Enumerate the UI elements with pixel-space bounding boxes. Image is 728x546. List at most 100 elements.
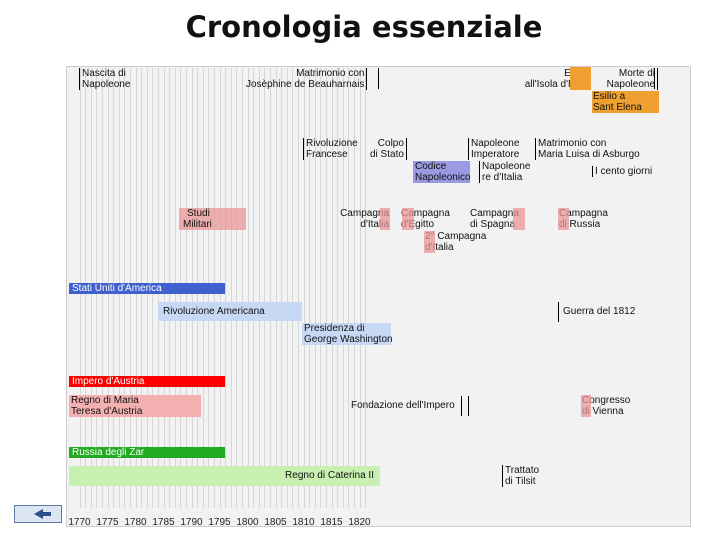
grid-line: [264, 68, 266, 508]
event-napoleone-imperatore-line1: Napoleone: [471, 138, 520, 149]
grid-line: [269, 68, 271, 508]
tilsit-line1: Trattato: [505, 465, 540, 476]
event-campagna-russia: Campagna di Russia: [559, 208, 608, 230]
back-button[interactable]: [14, 505, 62, 523]
grid-line: [320, 68, 322, 508]
event-nascita-line1: Nascita di: [82, 68, 126, 79]
event-matrimonio-maria-luisa-line2: Maria Luisa di Asburgo: [538, 149, 640, 160]
event-matrimonio-maria-luisa-line1: Matrimonio con: [538, 138, 607, 149]
axis-tick-label: 1795: [208, 517, 231, 528]
mark-matrimonio: [378, 68, 379, 89]
event-codice-line2: Napoleonico: [415, 172, 471, 183]
campagna-russia-marker: [558, 208, 569, 230]
grid-line: [275, 68, 277, 508]
bar-regno-caterina: Regno di Caterina II: [69, 466, 380, 486]
event-campagna-spagna-line1: Campagna: [470, 208, 519, 219]
axis-tick-label: 1780: [124, 517, 147, 528]
axis-tick-label: 1820: [348, 517, 371, 528]
grid-line: [230, 68, 232, 508]
axis-tick-label: 1800: [236, 517, 259, 528]
bar-presidenza-washington: Presidenza di George Washington: [302, 323, 393, 345]
event-campagna-egitto: Campagna d'Egitto: [401, 208, 450, 230]
esilio-elba-marker: [570, 67, 591, 90]
axis-tick-label: 1770: [68, 517, 91, 528]
tilsit-line2: di Tilsit: [505, 476, 536, 487]
event-studi-line1: Studi: [187, 208, 210, 219]
back-arrow-stem: [42, 512, 51, 516]
seconda-campagna-marker: [424, 231, 435, 253]
congresso-line1: Congresso: [582, 395, 631, 406]
event-seconda-campagna-line2: d'Italia: [425, 242, 454, 253]
axis-tick-label: 1810: [292, 517, 315, 528]
grid-line: [247, 68, 249, 508]
event-sant-elena: Esilio a Sant Elena: [592, 91, 659, 113]
grid-line: [281, 68, 283, 508]
event-morte: Morte di Napoleone: [598, 68, 658, 90]
grid-line: [236, 68, 238, 508]
event-colpo-stato: Colpo di Stato: [370, 138, 407, 160]
event-trattato-tilsit: Trattato di Tilsit: [502, 465, 539, 487]
event-napoleone-imperatore-line2: Imperatore: [471, 149, 520, 160]
event-re-italia-line1: Napoleone: [482, 161, 531, 172]
event-morte-line2: Napoleone: [606, 79, 655, 90]
grid-line: [297, 68, 299, 508]
campagna-italia-marker: [380, 208, 390, 230]
axis-tick-label: 1785: [152, 517, 175, 528]
event-rivoluzione-francese: Rivoluzione Francese: [303, 138, 358, 160]
event-colpo-stato-line2: di Stato: [370, 149, 404, 160]
event-nascita: Nascita di Napoleone: [79, 68, 130, 90]
event-sant-elena-line2: Sant Elena: [593, 102, 642, 113]
grid-line: [258, 68, 260, 508]
back-arrow-icon: [34, 509, 43, 519]
grid-line: [331, 68, 333, 508]
event-cento-giorni: I cento giorni: [592, 166, 652, 177]
event-campagna-egitto-line1: Campagna: [401, 208, 450, 219]
grid-line: [365, 68, 367, 508]
event-re-italia-line2: re d'Italia: [482, 172, 523, 183]
event-campagna-russia-line1: Campagna: [559, 208, 608, 219]
event-campagna-italia-line2: d'Italia: [360, 219, 389, 230]
bar-impero-austria: Impero d'Austria: [69, 376, 225, 387]
event-seconda-campagna-line1: 2° Campagna: [425, 231, 487, 242]
grid-line: [325, 68, 327, 508]
event-studi-line2: Militari: [183, 219, 212, 230]
event-campagna-egitto-line2: d'Egitto: [401, 219, 435, 230]
mark-morte: [654, 68, 655, 89]
presidenza-line2: George Washington: [304, 334, 393, 345]
event-campagna-italia-line1: Campagna: [340, 208, 389, 219]
bar-rivoluzione-americana: Rivoluzione Americana: [158, 302, 302, 321]
event-campagna-russia-line2: di Russia: [559, 219, 601, 230]
axis-tick-label: 1775: [96, 517, 119, 528]
presidenza-line1: Presidenza di: [304, 323, 365, 334]
grid-line: [303, 68, 305, 508]
grid-line: [309, 68, 311, 508]
bar-regno-maria-teresa: Regno di Maria Teresa d'Austria: [69, 395, 201, 417]
grid-line: [286, 68, 288, 508]
event-nascita-line2: Napoleone: [82, 79, 131, 90]
event-matrimonio-maria-luisa: Matrimonio con Maria Luisa di Asburgo: [535, 138, 640, 160]
event-campagna-italia: Campagna d'Italia: [334, 208, 389, 230]
grid-line: [314, 68, 316, 508]
event-esilio-elba-line2: all'Isola d'Elba: [524, 79, 588, 90]
event-seconda-campagna-italia: 2° Campagna d'Italia: [425, 231, 486, 253]
event-colpo-stato-line1: Colpo: [377, 138, 404, 149]
event-matrimonio-josephine-line2: Josèphine de Beauharnais: [246, 79, 365, 90]
grid-line: [225, 68, 227, 508]
axis-tick-label: 1805: [264, 517, 287, 528]
event-matrimonio-josephine: Matrimonio con Josèphine de Beauharnais: [246, 68, 368, 90]
event-matrimonio-josephine-line1: Matrimonio con: [296, 68, 365, 79]
campagna-egitto-marker: [402, 208, 414, 230]
campagna-spagna-marker: [513, 208, 525, 230]
event-campagna-spagna: Campagna di Spagna: [470, 208, 519, 230]
grid-line: [241, 68, 243, 508]
maria-teresa-line2: Teresa d'Austria: [71, 406, 143, 417]
event-rivoluzione-francese-line1: Rivoluzione: [306, 138, 358, 149]
event-congresso-vienna: Congresso di Vienna: [582, 395, 630, 417]
congresso-vienna-marker: [581, 395, 591, 417]
event-guerra-1812: Guerra del 1812: [558, 302, 635, 322]
mark-fondazione: [468, 396, 469, 416]
event-napoleone-imperatore: Napoleone Imperatore: [468, 138, 519, 160]
event-codice-line1: Codice: [415, 161, 447, 172]
event-codice-napoleonico: Codice Napoleonico: [413, 161, 471, 183]
grid-line: [337, 68, 339, 508]
